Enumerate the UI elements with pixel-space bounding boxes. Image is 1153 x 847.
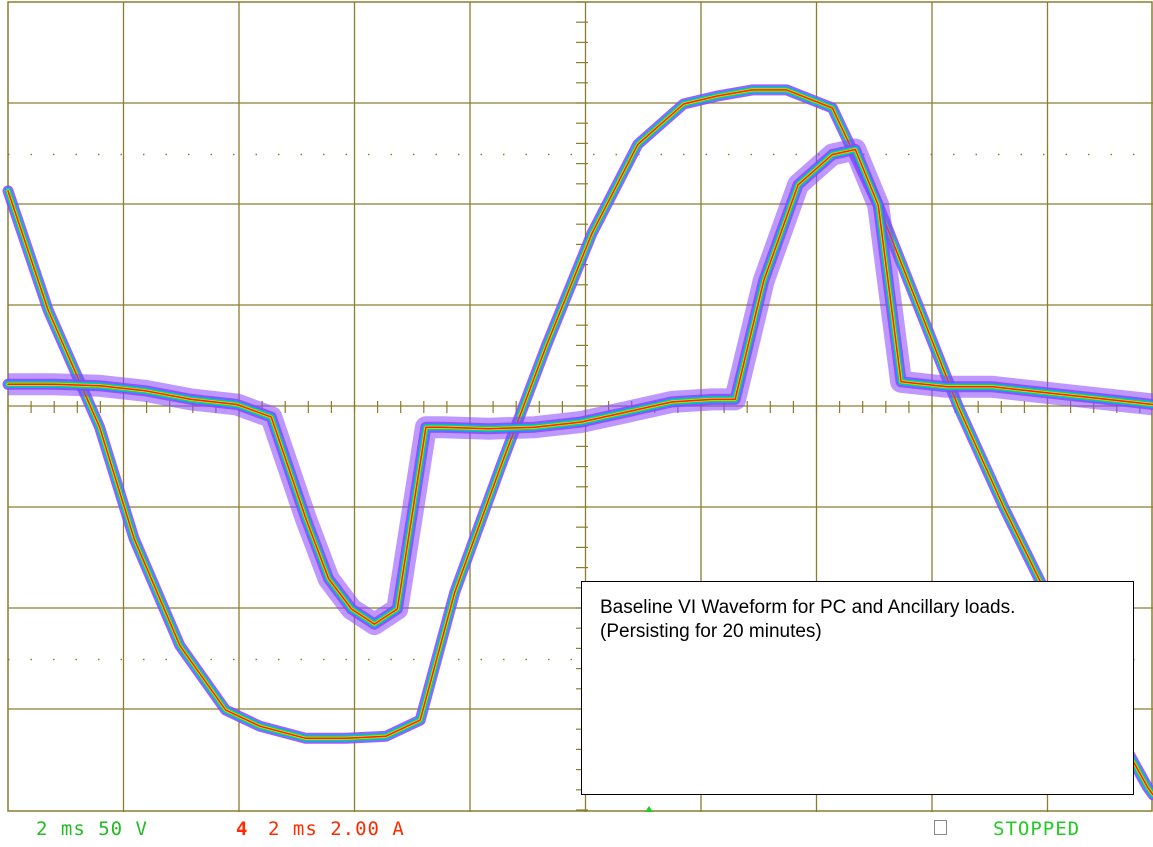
annotation-title: Baseline VI Waveform for PC and Ancillar… — [600, 597, 1016, 618]
ch4-trace-layer-4 — [7, 148, 1153, 625]
acquisition-status: STOPPED — [993, 818, 1081, 840]
ch4-channel-number: 4 — [236, 818, 249, 840]
annotation-box: Baseline VI Waveform for PC and Ancillar… — [581, 581, 1134, 795]
waveform-traces — [2, 84, 1153, 812]
acquisition-checkbox-icon — [934, 820, 947, 835]
annotation-duration: (Persisting for 20 minutes) — [600, 621, 822, 642]
oscilloscope-display — [2, 1, 1153, 812]
ch4-readout: 2 ms 2.00 A — [268, 818, 405, 840]
trigger-marker-icon — [645, 806, 653, 812]
ch1-trace-layer-4 — [7, 89, 1153, 796]
ch1-readout: 2 ms 50 V — [36, 818, 148, 840]
